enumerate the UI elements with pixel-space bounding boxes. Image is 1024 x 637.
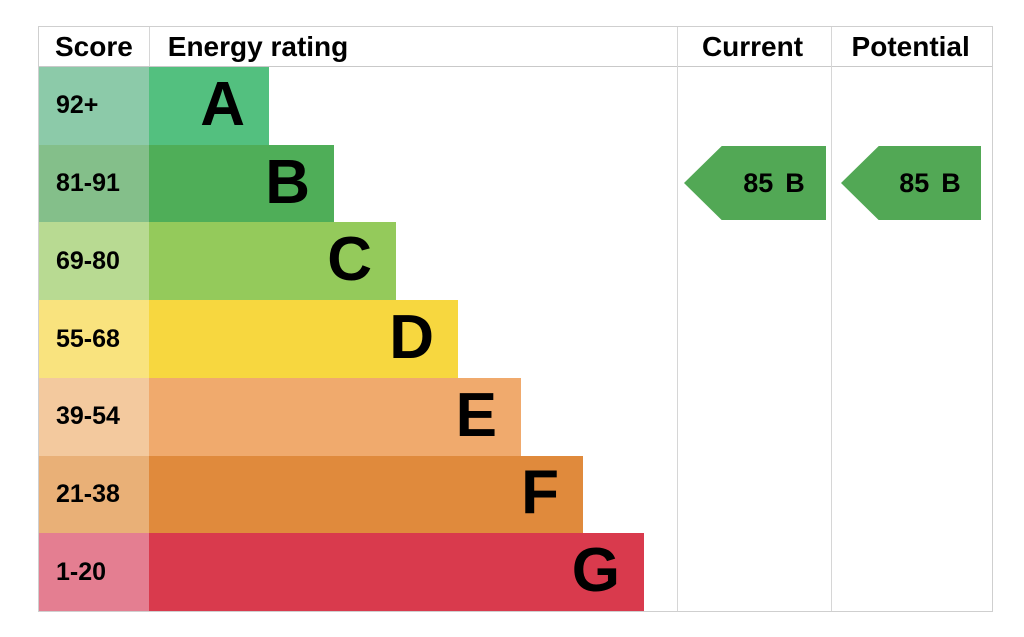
energy-rating-column-header: Energy rating xyxy=(167,30,349,62)
band-row-a: 92+ A xyxy=(39,67,992,145)
epc-table: Score Energy rating Current Potential 92… xyxy=(38,26,993,612)
potential-column-header: Potential xyxy=(851,30,970,62)
band-bar: E xyxy=(149,377,521,456)
band-letter: F xyxy=(521,458,559,528)
epc-band-rows: 92+ A 81-91 B 69-80 C 55-68 D 39-54 E 21-38 F 1-20 G xyxy=(39,67,992,612)
score-range-label: 92+ xyxy=(39,67,149,145)
band-row-c: 69-80 C xyxy=(39,222,992,301)
current-rating-band: B xyxy=(785,167,805,198)
band-row-g: 1-20 G xyxy=(39,533,992,612)
band-letter: A xyxy=(200,69,245,139)
band-bar: B xyxy=(149,144,334,223)
epc-header-row: Score Energy rating Current Potential xyxy=(39,27,992,67)
band-bar: G xyxy=(149,533,644,612)
current-column-header: Current xyxy=(701,30,804,62)
score-range-label: 69-80 xyxy=(39,222,149,301)
band-letter: E xyxy=(455,380,497,450)
band-bar: C xyxy=(149,222,396,301)
potential-rating-band: B xyxy=(941,167,961,198)
score-range-label: 55-68 xyxy=(39,300,149,378)
band-row-d: 55-68 D xyxy=(39,300,992,378)
band-bar: A xyxy=(149,67,269,145)
score-range-label: 39-54 xyxy=(39,377,149,456)
score-column-header: Score xyxy=(54,30,133,62)
energy-current-divider xyxy=(677,27,678,611)
band-row-b: 81-91 B xyxy=(39,144,992,223)
band-letter: B xyxy=(265,147,310,217)
score-range-label: 21-38 xyxy=(39,455,149,534)
score-range-label: 81-91 xyxy=(39,144,149,223)
band-row-e: 39-54 E xyxy=(39,377,992,456)
band-bar: F xyxy=(149,455,583,534)
band-bar: D xyxy=(149,300,458,378)
current-potential-divider xyxy=(831,27,832,611)
current-rating-value: 85 xyxy=(743,167,774,198)
score-energy-divider xyxy=(149,27,150,66)
band-letter: D xyxy=(389,303,434,373)
band-letter: G xyxy=(571,536,620,606)
band-row-f: 21-38 F xyxy=(39,455,992,534)
potential-rating-value: 85 xyxy=(899,167,930,198)
score-range-label: 1-20 xyxy=(39,533,149,612)
band-letter: C xyxy=(327,225,372,295)
